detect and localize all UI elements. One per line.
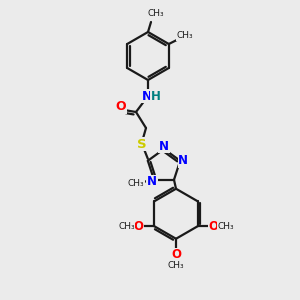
Text: N: N: [178, 154, 188, 167]
Text: CH₃: CH₃: [176, 32, 193, 40]
Text: O: O: [208, 220, 219, 233]
Text: S: S: [137, 137, 147, 151]
Text: CH₃: CH₃: [217, 222, 234, 231]
Text: CH₃: CH₃: [168, 261, 184, 270]
Text: N: N: [147, 175, 157, 188]
Text: O: O: [116, 100, 126, 113]
Text: N: N: [159, 140, 169, 152]
Text: O: O: [133, 220, 143, 233]
Text: CH₃: CH₃: [118, 222, 135, 231]
Text: CH₃: CH₃: [148, 8, 164, 17]
Text: N: N: [142, 89, 152, 103]
Text: H: H: [151, 89, 161, 103]
Text: O: O: [171, 248, 181, 261]
Text: CH₃: CH₃: [128, 179, 144, 188]
